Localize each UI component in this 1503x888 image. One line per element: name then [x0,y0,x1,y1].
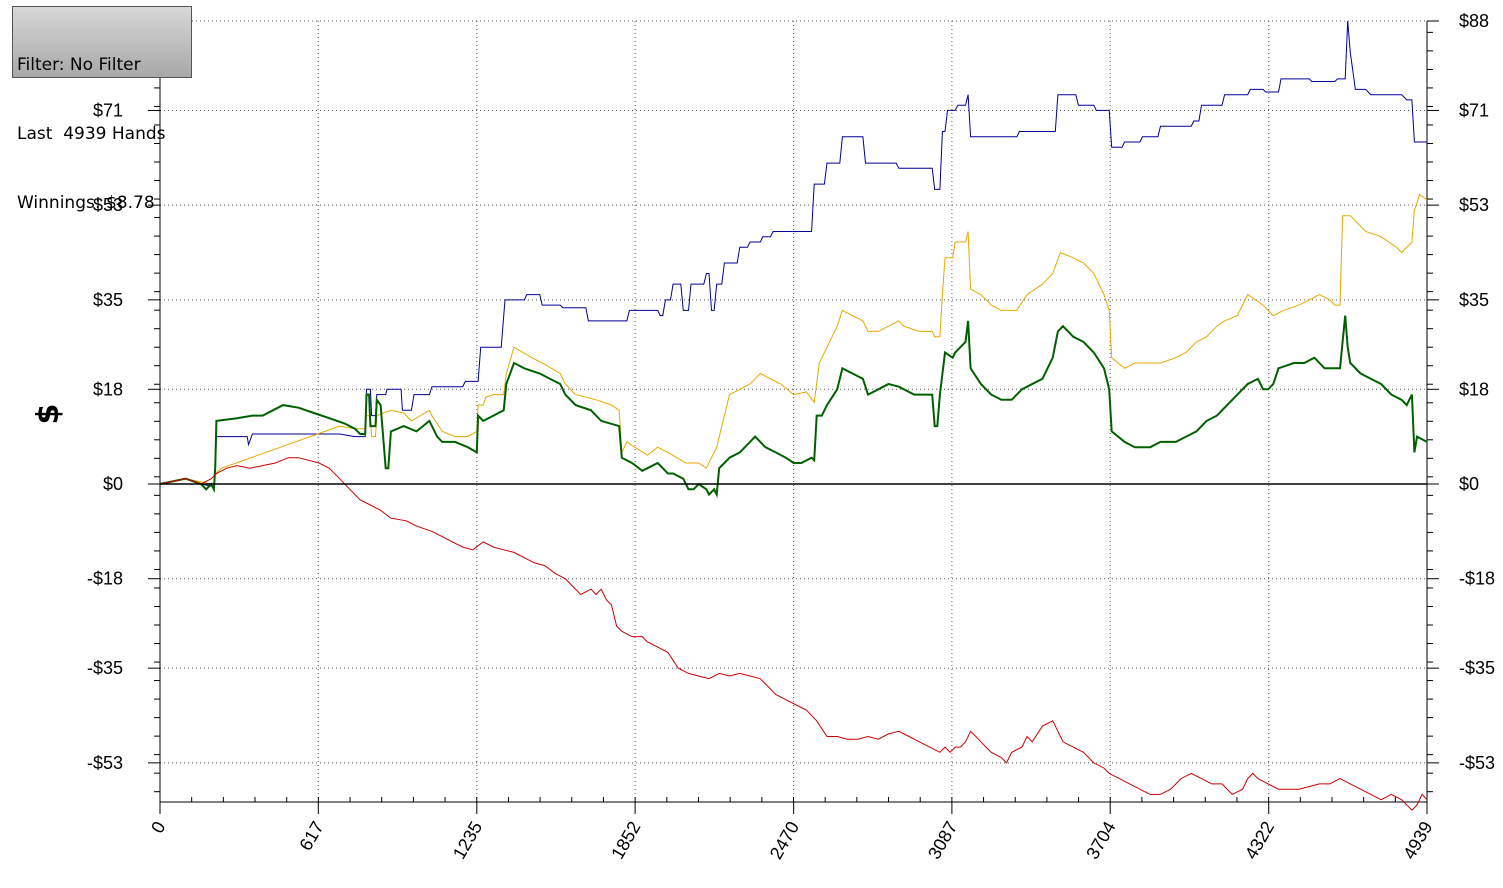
series-line-0 [159,20,1427,488]
hands-text: Last 4939 Hands [17,124,166,144]
axes-layer [159,21,1428,803]
winnings-text: Winnings: $8.78 [17,193,155,213]
x-tick-label: 617 [295,818,327,854]
y-tick-label-right: -$18 [1459,569,1495,589]
y-tick-label-left: -$35 [87,658,123,678]
info-box: Filter: No Filter Last 4939 Hands Winnin… [12,6,192,213]
y-tick-label-right: $53 [1459,195,1489,215]
x-tick-label: 4322 [1241,818,1278,863]
y-tick-label-right: -$35 [1459,658,1495,678]
y-tick-label-left: $0 [103,474,123,494]
y-tick-label-right: $35 [1459,290,1489,310]
y-tick-label-left: -$53 [87,753,123,773]
series-line-3 [159,457,1428,811]
y-tick-label-left: -$18 [87,569,123,589]
grid-layer [159,20,1428,802]
x-tick-label: 2470 [766,818,803,863]
y-tick-label-right: $88 [1459,11,1489,31]
x-tick-label: 3087 [924,818,961,863]
series-layer [159,20,1428,811]
y-axis-label: $ [31,404,66,425]
y-tick-label-right: -$53 [1459,753,1495,773]
y-tick-label-left: $35 [93,290,123,310]
labels-layer: $88$88$71$71$53$53$35$35$18$18$0$0-$18-$… [87,11,1495,863]
x-tick-label: 1235 [449,818,486,863]
y-tick-label-left: $71 [93,100,123,120]
minor-ticks-layer [148,20,1439,814]
series-line-2 [159,315,1428,499]
series-line-1 [159,193,1428,485]
x-tick-label: 4939 [1399,818,1436,863]
x-tick-label: 3704 [1082,818,1119,863]
x-tick-label: 1852 [607,818,644,863]
filter-text: Filter: No Filter [17,55,141,75]
y-tick-label-right: $71 [1459,100,1489,120]
y-tick-label-right: $0 [1459,474,1479,494]
x-tick-label: 0 [147,818,169,837]
y-tick-label-left: $53 [93,195,123,215]
y-tick-label-right: $18 [1459,379,1489,399]
y-tick-label-left: $18 [93,379,123,399]
